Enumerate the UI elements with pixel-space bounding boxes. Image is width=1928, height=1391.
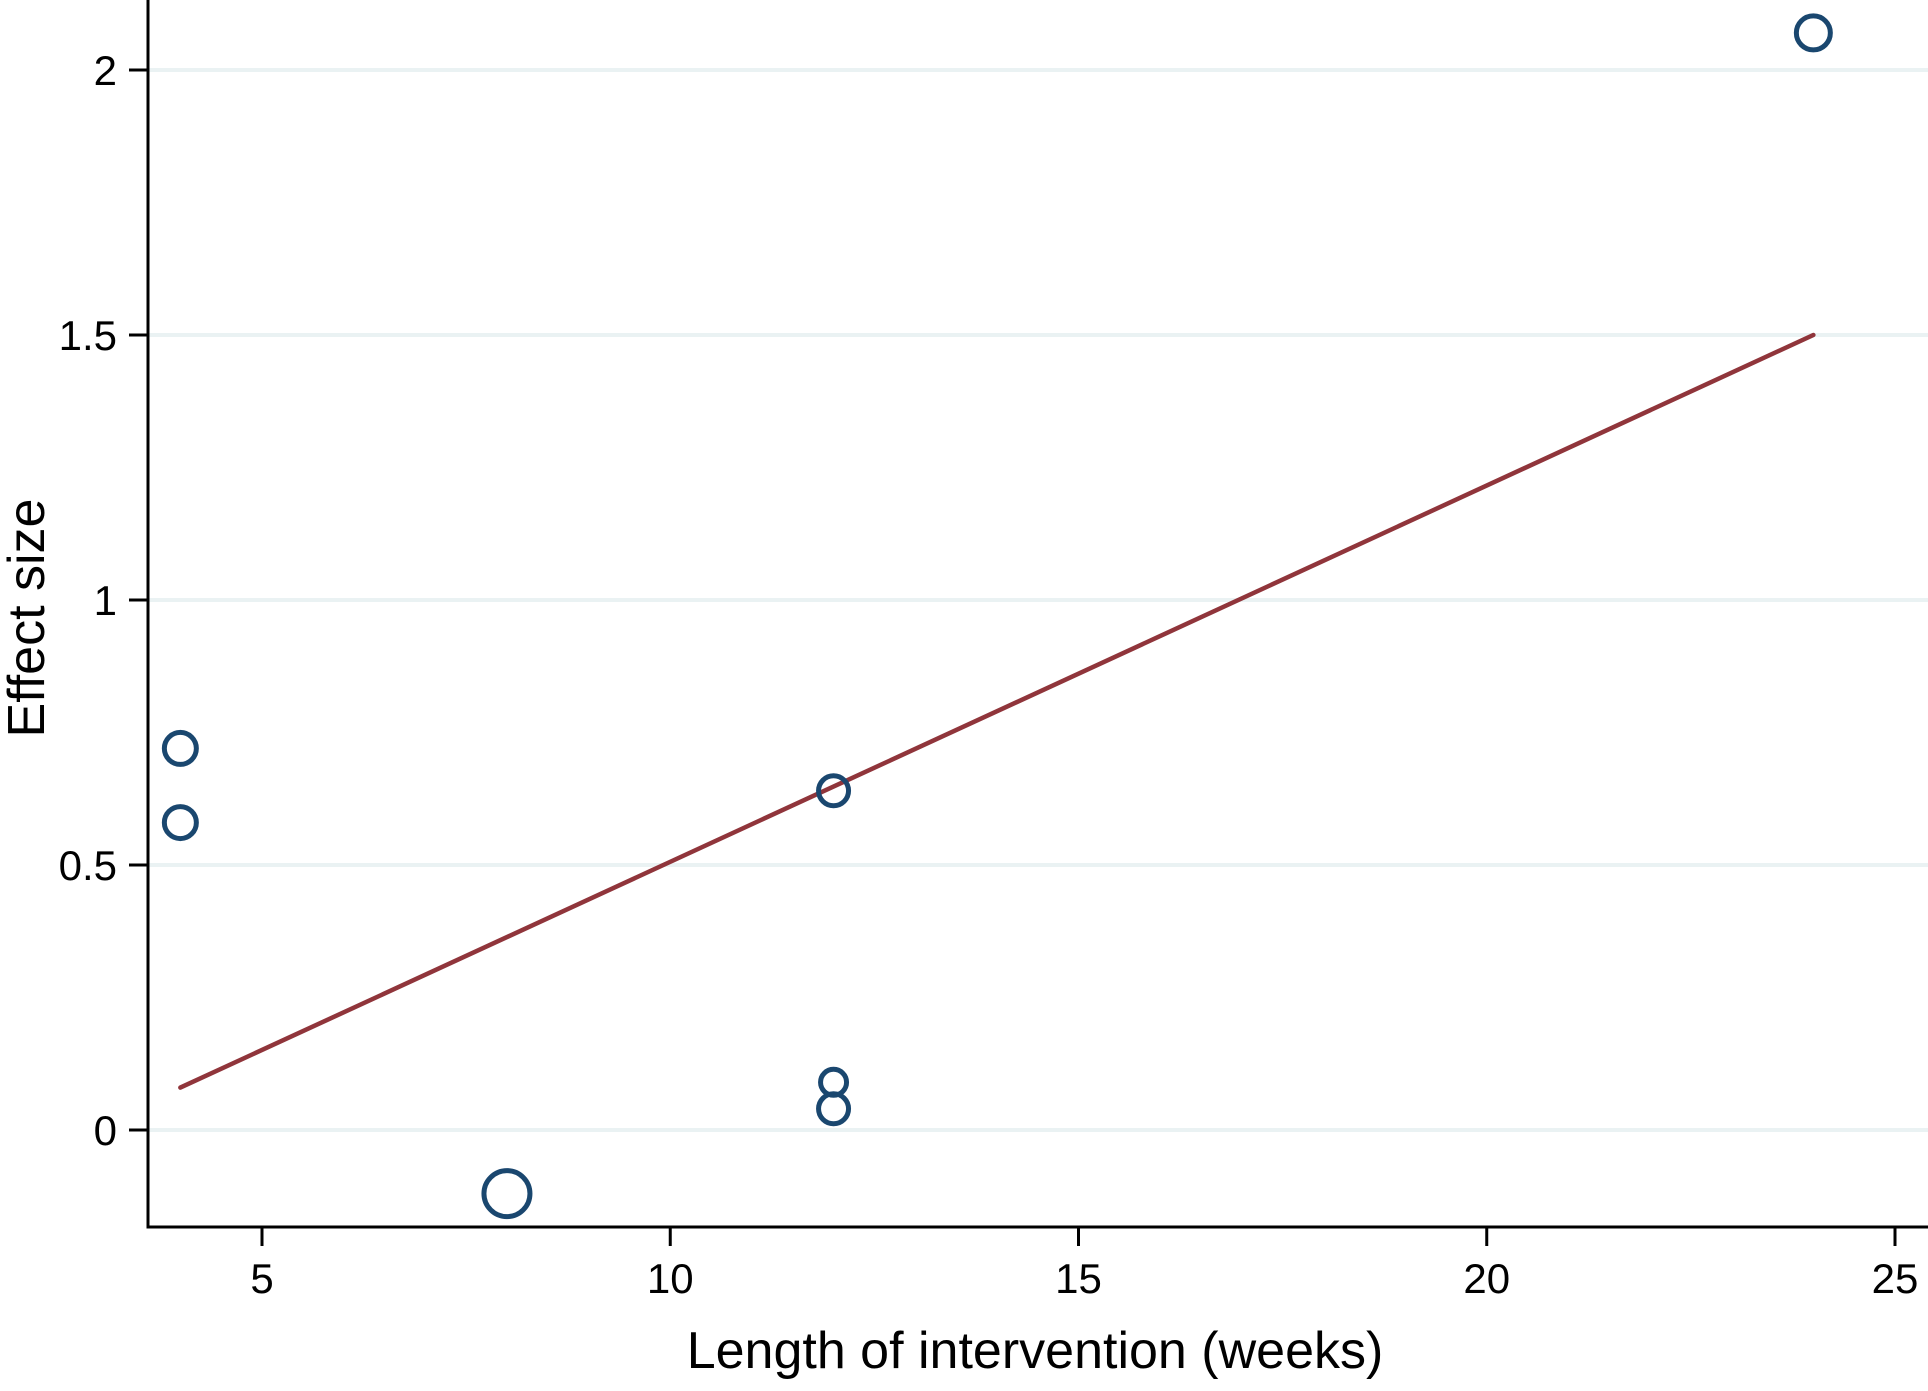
ticks-layer [129,70,1895,1246]
data-point [164,807,196,839]
y-tick-label: 0.5 [59,842,117,889]
x-tick-label: 25 [1872,1255,1919,1302]
data-point [164,732,196,764]
y-tick-label: 2 [94,47,117,94]
y-tick-label: 1 [94,577,117,624]
y-tick-label: 0 [94,1107,117,1154]
y-tick-label: 1.5 [59,312,117,359]
regression-line [180,335,1813,1088]
data-point [1796,16,1830,50]
data-points-layer [164,16,1830,1217]
data-point [484,1171,530,1217]
x-axis-title: Length of intervention (weeks) [687,1322,1384,1380]
data-point [819,1094,849,1124]
axes-layer [147,0,1928,1227]
x-tick-label: 10 [647,1255,694,1302]
x-tick-label: 5 [250,1255,273,1302]
regression-line-layer [180,335,1813,1088]
y-axis-title: Effect size [0,499,56,738]
x-tick-label: 20 [1463,1255,1510,1302]
x-tick-label: 15 [1055,1255,1102,1302]
gridlines-layer [148,70,1928,1130]
